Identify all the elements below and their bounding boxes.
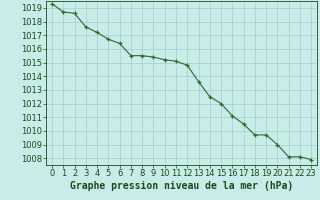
- X-axis label: Graphe pression niveau de la mer (hPa): Graphe pression niveau de la mer (hPa): [70, 181, 293, 191]
